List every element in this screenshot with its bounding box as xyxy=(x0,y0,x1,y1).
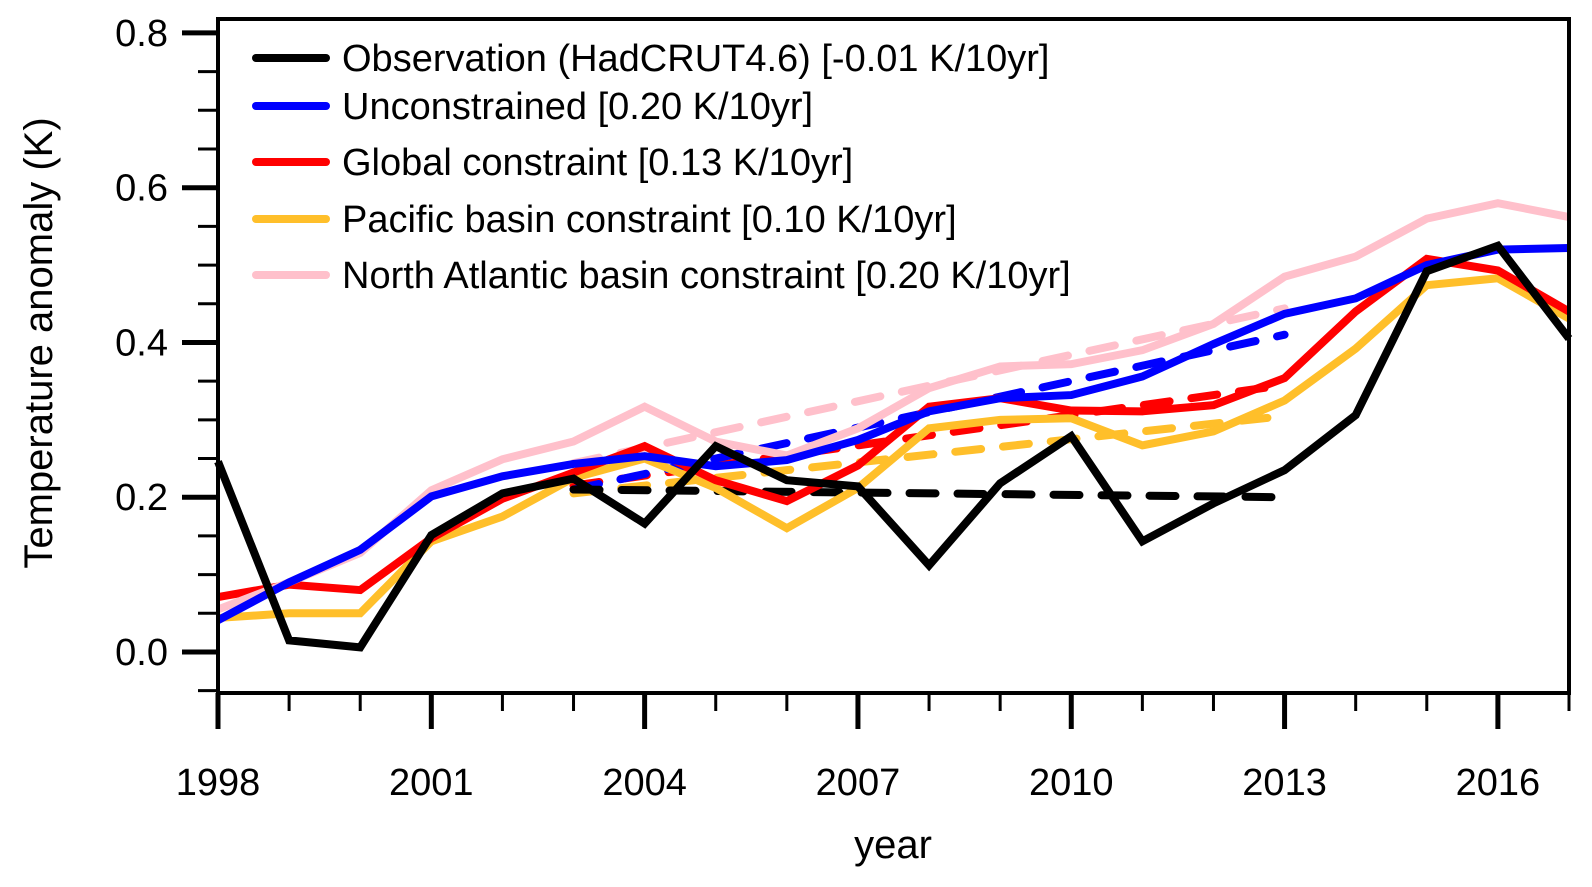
x-tick-label: 2010 xyxy=(1029,762,1114,804)
x-tick-label: 2004 xyxy=(602,762,687,804)
series-layer xyxy=(214,199,1573,652)
series-line-2 xyxy=(216,199,1570,614)
series-line-3 xyxy=(216,244,1570,624)
x-tick-label: 2013 xyxy=(1242,762,1327,804)
x-tick-label: 1998 xyxy=(176,762,261,804)
y-tick-label: 0.6 xyxy=(115,168,168,210)
series-line-4 xyxy=(214,240,1573,652)
y-tick-label: 0.4 xyxy=(115,322,168,364)
y-tick-label: 0.2 xyxy=(115,477,168,519)
x-tick-label: 2001 xyxy=(389,762,474,804)
legend-label: Pacific basin constraint [0.10 K/10yr] xyxy=(342,199,957,241)
axes-layer: 0.0 0.2 0.4 0.6 0.8 1998 2001 2004 2007 2010 2013 2… xyxy=(115,13,1571,804)
y-axis-title: Temperature anomaly (K) xyxy=(17,117,61,568)
x-axis-title: year xyxy=(854,823,932,867)
series-line-0 xyxy=(217,274,1571,622)
legend: Observation (HadCRUT4.6) [-0.01 K/10yr] U… xyxy=(252,38,1071,297)
y-tick-label: 0.0 xyxy=(115,632,168,674)
legend-label: Global constraint [0.13 K/10yr] xyxy=(342,142,853,184)
legend-label: Unconstrained [0.20 K/10yr] xyxy=(342,86,813,128)
y-tick-label: 0.8 xyxy=(115,13,168,55)
x-tick-label: 2016 xyxy=(1456,762,1541,804)
legend-label: Observation (HadCRUT4.6) [-0.01 K/10yr] xyxy=(342,38,1050,80)
x-tick-label: 2007 xyxy=(816,762,901,804)
trend-line-4 xyxy=(569,485,1289,502)
legend-label: North Atlantic basin constraint [0.20 K/… xyxy=(342,255,1071,297)
plot-frame xyxy=(216,17,1571,695)
